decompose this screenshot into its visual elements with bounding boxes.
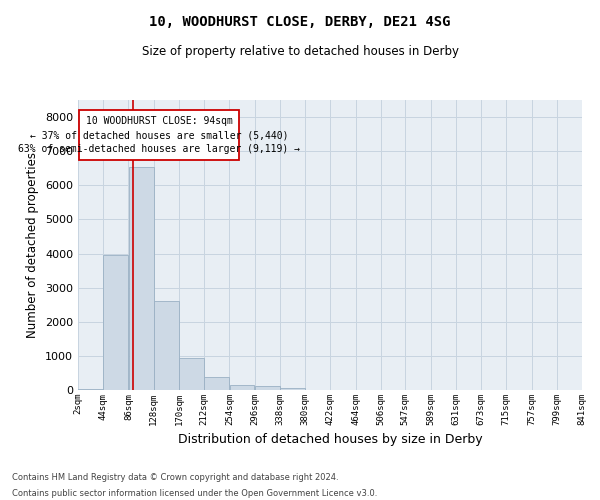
FancyBboxPatch shape xyxy=(79,110,239,160)
Bar xyxy=(280,388,305,390)
Text: 63% of semi-detached houses are larger (9,119) →: 63% of semi-detached houses are larger (… xyxy=(18,144,300,154)
Bar xyxy=(179,358,204,390)
Text: Contains public sector information licensed under the Open Government Licence v3: Contains public sector information licen… xyxy=(12,488,377,498)
Text: 10, WOODHURST CLOSE, DERBY, DE21 4SG: 10, WOODHURST CLOSE, DERBY, DE21 4SG xyxy=(149,15,451,29)
Text: Contains HM Land Registry data © Crown copyright and database right 2024.: Contains HM Land Registry data © Crown c… xyxy=(12,474,338,482)
Bar xyxy=(205,377,229,390)
Bar xyxy=(78,389,103,390)
Bar xyxy=(128,166,154,390)
Text: 10 WOODHURST CLOSE: 94sqm: 10 WOODHURST CLOSE: 94sqm xyxy=(86,116,233,126)
Text: Size of property relative to detached houses in Derby: Size of property relative to detached ho… xyxy=(142,45,458,58)
Bar xyxy=(154,302,179,390)
Y-axis label: Number of detached properties: Number of detached properties xyxy=(26,152,40,338)
Bar xyxy=(230,385,254,390)
Bar xyxy=(255,386,280,390)
X-axis label: Distribution of detached houses by size in Derby: Distribution of detached houses by size … xyxy=(178,434,482,446)
Bar xyxy=(103,255,128,390)
Text: ← 37% of detached houses are smaller (5,440): ← 37% of detached houses are smaller (5,… xyxy=(30,130,289,140)
